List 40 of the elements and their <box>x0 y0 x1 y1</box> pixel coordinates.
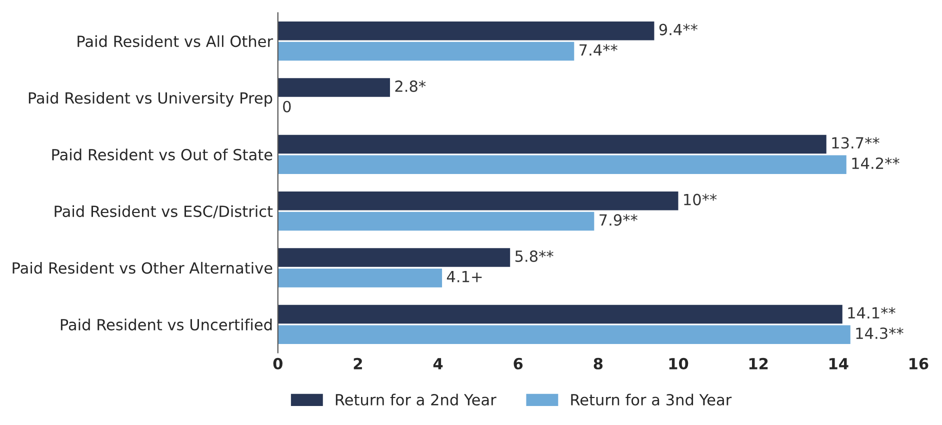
bar <box>278 42 574 61</box>
x-tick-label: 6 <box>514 358 523 370</box>
bar <box>278 325 850 344</box>
data-label: 4.1+ <box>446 271 482 282</box>
data-label: 9.4** <box>659 24 698 36</box>
x-tick-label: 10 <box>669 358 688 370</box>
legend-label: Return for a 3nd Year <box>571 394 732 406</box>
x-tick-label: 2 <box>354 358 362 370</box>
x-tick-label: 12 <box>749 358 768 370</box>
y-tick-label: Paid Resident vs Uncertified <box>60 318 272 330</box>
bar <box>278 22 654 40</box>
legend-label: Return for a 2nd Year <box>336 394 496 406</box>
data-label: 0 <box>283 100 291 112</box>
bar <box>278 268 442 288</box>
bar <box>278 304 842 324</box>
data-label: 13.7** <box>832 137 880 149</box>
y-tick-label: Paid Resident vs Other Alternative <box>12 262 272 274</box>
bar <box>278 212 594 231</box>
data-label: 10** <box>684 194 717 206</box>
y-tick-label: Paid Resident vs Out of State <box>52 148 272 160</box>
x-tick-label: 4 <box>433 358 443 370</box>
bar <box>278 248 510 267</box>
data-label: 2.8* <box>395 80 426 92</box>
x-tick-label: 8 <box>594 358 603 370</box>
x-tick-label: 0 <box>273 358 282 370</box>
x-tick-label: 14 <box>829 358 848 370</box>
data-label: 7.4** <box>580 44 618 56</box>
bar <box>278 134 826 154</box>
bar <box>278 78 390 97</box>
data-label: 14.1** <box>848 307 896 318</box>
y-tick-label: Paid Resident vs ESC/District <box>54 205 273 218</box>
data-label: 7.9** <box>600 214 638 226</box>
bar <box>278 155 846 174</box>
data-label: 14.3** <box>856 327 904 340</box>
bar <box>278 192 678 210</box>
y-tick-label: Paid Resident vs All Other <box>78 35 274 48</box>
data-label: 14.2** <box>852 157 900 169</box>
x-tick-label: 16 <box>910 358 928 370</box>
data-label: 5.8** <box>515 250 554 262</box>
y-tick-label: Paid Resident vs University Prep <box>28 92 272 107</box>
